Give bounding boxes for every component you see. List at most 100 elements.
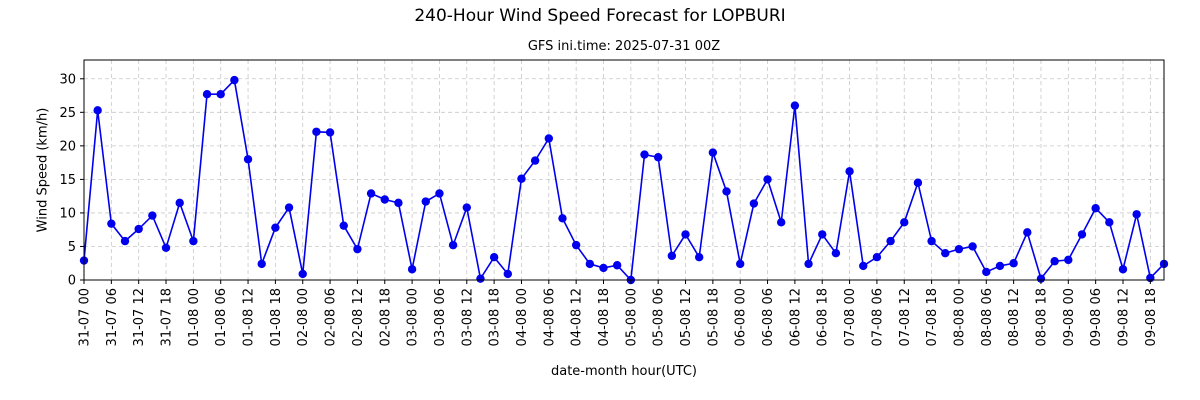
data-point [202, 90, 212, 99]
data-point [708, 148, 718, 157]
x-tick-label: 01-08 18 [269, 288, 284, 346]
data-point [968, 242, 977, 251]
data-point [1077, 230, 1087, 239]
data-point [913, 178, 923, 187]
data-point [640, 150, 649, 159]
data-point [93, 106, 102, 115]
data-point [243, 155, 253, 164]
x-axis-label: date-month hour(UTC) [550, 364, 698, 379]
grid-lines [83, 60, 1164, 281]
data-point [271, 223, 280, 232]
data-point [954, 244, 964, 254]
data-point [353, 244, 362, 254]
y-tick-label: 25 [59, 106, 76, 121]
x-tick-label: 02-08 00 [296, 288, 311, 346]
x-tick-label: 07-08 18 [925, 288, 940, 346]
x-tick-label: 31-07 06 [105, 288, 120, 346]
data-point [982, 267, 991, 277]
data-point [777, 218, 786, 227]
data-point [148, 211, 157, 220]
data-point [859, 261, 868, 271]
x-tick-label: 08-08 06 [980, 288, 995, 346]
data-point [1118, 265, 1128, 274]
data-point [421, 197, 430, 206]
data-point [653, 153, 663, 162]
data-point [530, 156, 540, 165]
x-tick-label: 06-08 00 [734, 288, 749, 346]
x-tick-label: 02-08 06 [324, 288, 339, 346]
data-point [1105, 218, 1114, 227]
x-tick-label: 31-07 00 [78, 288, 93, 346]
x-tick-label: 03-08 06 [433, 288, 448, 346]
data-point [818, 230, 827, 239]
y-axis-ticks: 0 5 10 15 20 25 30 [59, 72, 84, 289]
x-tick-label: 08-08 18 [1034, 288, 1049, 346]
data-point [339, 221, 348, 230]
data-point [941, 248, 950, 258]
data-point [107, 219, 116, 228]
plot-frame [83, 59, 1165, 281]
data-point [489, 252, 499, 262]
data-point [175, 198, 184, 208]
data-point [134, 224, 143, 234]
data-point [407, 265, 417, 274]
data-point [1064, 255, 1073, 265]
data-point [1036, 274, 1046, 283]
x-tick-label: 31-07 18 [160, 288, 175, 346]
data-point [298, 269, 307, 279]
data-point [845, 167, 854, 176]
chart-suptitle: 240-Hour Wind Speed Forecast for LOPBURI [414, 6, 786, 26]
x-tick-label: 01-08 00 [187, 288, 202, 346]
x-tick-label: 03-08 12 [460, 288, 475, 346]
series-line [83, 78, 1165, 282]
data-point [312, 127, 321, 136]
data-point [763, 175, 772, 184]
data-point [900, 218, 909, 227]
data-point [872, 252, 882, 262]
y-tick-label: 0 [68, 274, 76, 289]
data-point [366, 189, 376, 198]
data-point [230, 75, 239, 85]
data-point [216, 90, 225, 99]
data-point [831, 248, 841, 258]
x-tick-label: 05-08 12 [679, 288, 694, 346]
y-tick-label: 10 [59, 206, 76, 221]
x-tick-label: 07-08 00 [843, 288, 858, 346]
y-tick-label: 20 [59, 139, 76, 154]
data-point [1023, 228, 1032, 237]
x-tick-label: 04-08 06 [542, 288, 557, 346]
data-point [503, 269, 512, 279]
x-tick-label: 09-08 12 [1116, 288, 1131, 346]
x-tick-label: 02-08 18 [378, 288, 393, 346]
x-tick-label: 09-08 06 [1089, 288, 1104, 346]
data-point [571, 240, 581, 250]
x-tick-label: 03-08 00 [406, 288, 421, 346]
data-point [927, 236, 936, 246]
x-tick-label: 02-08 12 [351, 288, 366, 346]
y-tick-label: 5 [68, 240, 76, 255]
data-point [448, 240, 458, 250]
data-point [1050, 257, 1059, 266]
data-point [599, 263, 608, 273]
data-point [749, 199, 759, 208]
data-point [189, 236, 198, 246]
x-tick-label: 03-08 18 [488, 288, 503, 346]
data-point [284, 203, 294, 212]
data-point [585, 259, 595, 269]
x-tick-label: 01-08 12 [242, 288, 257, 346]
x-tick-label: 09-08 00 [1062, 288, 1077, 346]
data-point [612, 261, 622, 270]
x-tick-label: 08-08 00 [952, 288, 967, 346]
data-point [462, 203, 471, 212]
data-point [380, 195, 389, 204]
data-point [790, 101, 800, 110]
data-point [886, 236, 895, 246]
y-tick-label: 15 [59, 173, 76, 188]
x-tick-label: 01-08 06 [214, 288, 229, 346]
x-tick-label: 07-08 06 [870, 288, 885, 346]
x-tick-label: 04-08 00 [515, 288, 530, 346]
data-point [736, 259, 745, 269]
x-tick-label: 08-08 12 [1007, 288, 1022, 346]
x-tick-label: 05-08 00 [624, 288, 639, 346]
